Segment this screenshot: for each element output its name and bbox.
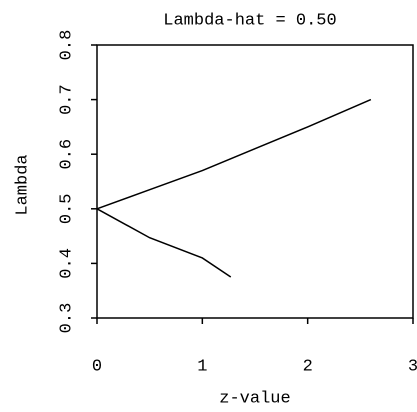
y-tick-label: 0.4 <box>57 248 76 279</box>
y-tick-label: 0.7 <box>57 84 76 115</box>
x-tick-label: 1 <box>197 357 207 376</box>
y-tick-label: 0.8 <box>57 30 76 61</box>
x-tick-label: 0 <box>92 357 102 376</box>
x-tick-label: 2 <box>303 357 313 376</box>
x-axis-label: z-value <box>219 389 290 408</box>
y-tick-label: 0.5 <box>57 193 76 224</box>
chart-title: Lambda-hat = 0.50 <box>163 11 336 30</box>
y-tick-label: 0.3 <box>57 303 76 334</box>
data-line <box>96 208 232 278</box>
x-tick-label: 3 <box>408 357 417 376</box>
y-tick-label: 0.6 <box>57 139 76 170</box>
y-axis-label: Lambda <box>13 154 32 215</box>
data-line <box>96 98 372 210</box>
plot-frame <box>96 44 414 319</box>
